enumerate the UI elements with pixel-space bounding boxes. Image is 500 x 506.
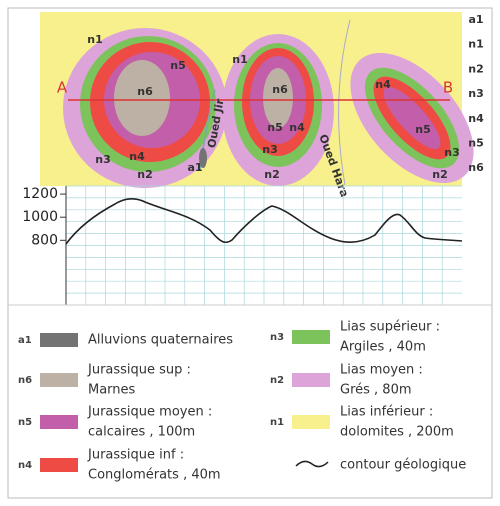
legend-text: calcaires , 100m — [88, 425, 195, 440]
section-end: B — [443, 79, 453, 97]
legend-swatch — [40, 333, 78, 347]
strata-label: n5 — [468, 137, 484, 150]
legend-swatch — [292, 330, 330, 344]
strata-label: n1 — [468, 38, 484, 51]
y-tick-label: 1200 — [22, 186, 58, 202]
map-label: n2 — [137, 168, 153, 181]
y-tick-label: 800 — [31, 232, 58, 248]
legend-text: Marnes — [88, 383, 136, 398]
legend-text: Conglomérats , 40m — [88, 468, 221, 483]
map-label: n2 — [264, 168, 280, 181]
map-label: n3 — [95, 153, 111, 166]
strata-label: n2 — [468, 62, 484, 75]
alluvium — [199, 148, 207, 168]
map-label: n4 — [375, 78, 391, 91]
legend-text: Lias inférieur : — [340, 405, 433, 420]
legend-code: n2 — [270, 375, 284, 386]
river — [338, 19, 351, 186]
legend-text: dolomites , 200m — [340, 425, 454, 440]
map-label: n5 — [415, 123, 431, 136]
map-label: n5 — [170, 59, 186, 72]
strata-label: n4 — [468, 112, 484, 125]
legend-swatch — [40, 458, 78, 472]
legend-swatch — [292, 415, 330, 429]
map-label: n4 — [129, 150, 145, 163]
legend-code: n5 — [18, 417, 32, 428]
legend-code: n3 — [270, 332, 284, 343]
legend-code: n6 — [18, 375, 32, 386]
legend-code: a1 — [18, 335, 32, 346]
legend: a1 Alluvions quaternaires n6 Jurassique sup… — [18, 320, 466, 483]
map-label: n1 — [232, 53, 248, 66]
legend-swatch — [40, 373, 78, 387]
map-label: a1 — [187, 161, 202, 174]
map-label: n2 — [432, 168, 448, 181]
legend-code: n1 — [270, 417, 284, 428]
map-label: n6 — [272, 83, 288, 96]
legend-code: n4 — [18, 460, 32, 471]
section-start: A — [57, 79, 68, 97]
strata-label: n6 — [468, 161, 484, 174]
legend-text: Lias moyen : — [340, 363, 423, 378]
strata-label: a1 — [468, 13, 483, 26]
legend-swatch — [40, 415, 78, 429]
legend-text: Lias supérieur : — [340, 320, 440, 335]
legend-text: Jurassique sup : — [87, 363, 191, 378]
legend-text: Alluvions quaternaires — [88, 333, 233, 348]
topographic-profile — [65, 198, 463, 245]
legend-text: Jurassique moyen : — [87, 405, 212, 420]
outcrop-2 — [222, 34, 334, 186]
map-label: n5 — [267, 121, 283, 134]
legend-swatch — [292, 373, 330, 387]
legend-text: Jurassique inf : — [87, 448, 184, 463]
strata-label: n3 — [468, 87, 484, 100]
map-label: n4 — [289, 121, 305, 134]
map-label: n3 — [444, 146, 460, 159]
map-label: n3 — [262, 143, 278, 156]
map-label: n6 — [137, 85, 153, 98]
y-tick-label: 1000 — [22, 209, 58, 225]
legend-text: contour géologique — [340, 458, 466, 473]
outcrop-3 — [350, 52, 474, 184]
map-label: n1 — [87, 33, 103, 46]
legend-text: Grés , 80m — [340, 383, 412, 398]
legend-contour — [295, 460, 329, 468]
legend-text: Argiles , 40m — [340, 340, 426, 355]
